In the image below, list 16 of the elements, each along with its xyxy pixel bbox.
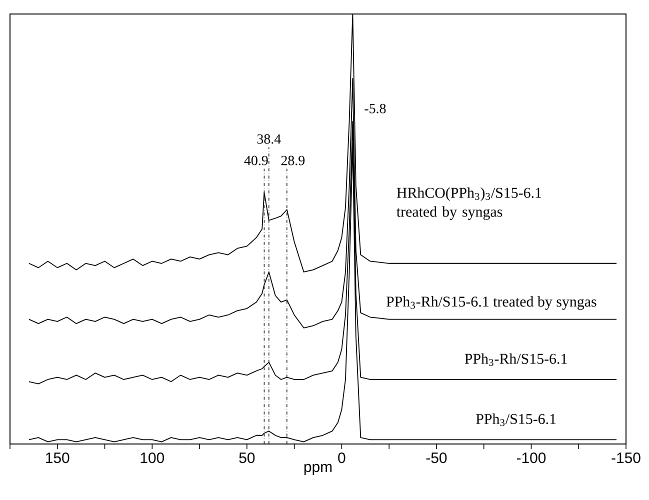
series-label: PPh$_{3}$/S15-6.1 bbox=[476, 414, 556, 426]
ref-line-label: 28.9 bbox=[281, 156, 305, 166]
ref-line-label: 40.9 bbox=[244, 156, 268, 166]
ref-line-label: 38.4 bbox=[257, 134, 281, 144]
x-tick-label: -50 bbox=[426, 452, 447, 464]
x-tick-label: -100 bbox=[516, 452, 546, 464]
series-label: PPh$_{3}$-Rh/S15-6.1 treated by syngas bbox=[386, 296, 596, 310]
x-tick-label: 150 bbox=[46, 452, 70, 464]
text: HRhCO(PPh$_{3}$)$_{3}$/S15-6.1 treated by syngas bbox=[396, 187, 542, 220]
x-tick-label: 0 bbox=[338, 452, 346, 464]
x-tick-label: 100 bbox=[140, 452, 164, 464]
x-tick-label: 50 bbox=[239, 452, 255, 464]
series-label: PPh$_{3}$-Rh/S15-6.1 bbox=[464, 353, 567, 366]
x-tick-label: -150 bbox=[612, 452, 640, 464]
x-axis-title: ppm bbox=[304, 464, 332, 476]
annotation: -5.8 bbox=[364, 104, 386, 114]
